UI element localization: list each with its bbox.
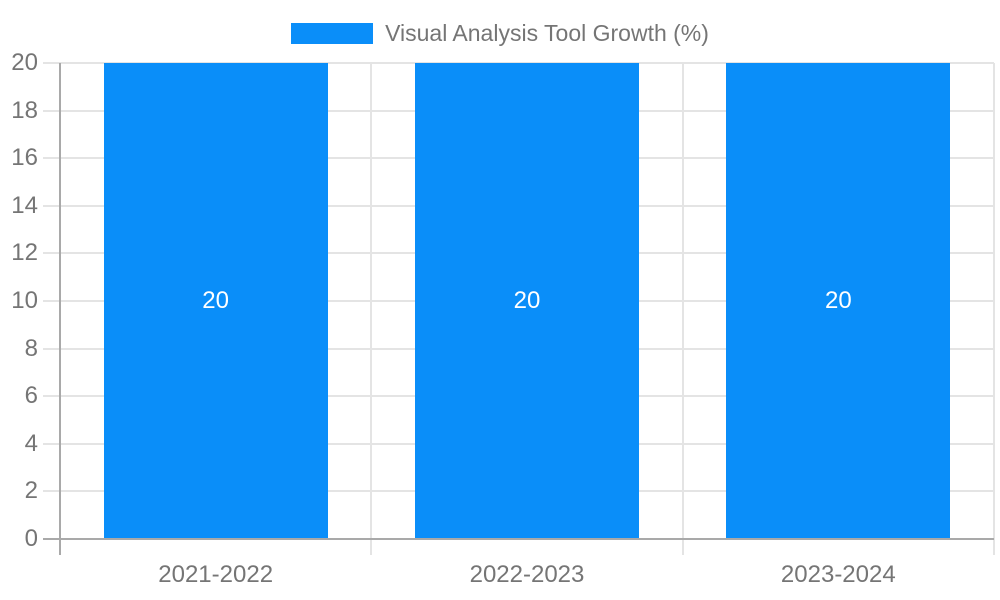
y-axis-line	[59, 63, 61, 555]
y-tick-label: 6	[24, 382, 38, 410]
legend-swatch	[291, 23, 374, 44]
bar-value-label: 20	[824, 287, 852, 314]
legend-label: Visual Analysis Tool Growth (%)	[385, 20, 709, 46]
y-tick-label: 8	[24, 334, 38, 362]
y-tick-label: 12	[11, 239, 38, 267]
x-tick-label: 2022-2023	[469, 561, 585, 588]
bar[interactable]: 20	[726, 63, 951, 539]
x-tick-label: 2021-2022	[158, 561, 274, 588]
x-axis-baseline	[43, 538, 994, 540]
y-tick-label: 10	[11, 287, 38, 314]
y-tick-label: 4	[24, 429, 38, 457]
y-tick-label: 18	[11, 96, 38, 124]
chart-legend[interactable]: Visual Analysis Tool Growth (%)	[0, 20, 1000, 47]
y-tick-label: 14	[11, 191, 38, 219]
bar[interactable]: 20	[103, 63, 328, 539]
y-tick-label: 0	[24, 525, 38, 552]
x-tick-label: 2023-2024	[780, 561, 896, 588]
y-tick-label: 16	[11, 144, 38, 172]
bar-value-label: 20	[513, 287, 541, 314]
y-tick-label: 2	[24, 477, 38, 505]
bar[interactable]: 20	[414, 63, 640, 539]
category-boundary-line	[370, 63, 373, 555]
plot-right-border-line	[993, 63, 995, 555]
bar-value-label: 20	[202, 287, 229, 314]
y-tick-label: 20	[11, 49, 38, 76]
plot-area: 0 2 4 6 8 10 12 14 16 18 20 20 2021-2022 20 2022-2023 2…	[11, 49, 995, 588]
category-boundary-line	[681, 63, 684, 555]
